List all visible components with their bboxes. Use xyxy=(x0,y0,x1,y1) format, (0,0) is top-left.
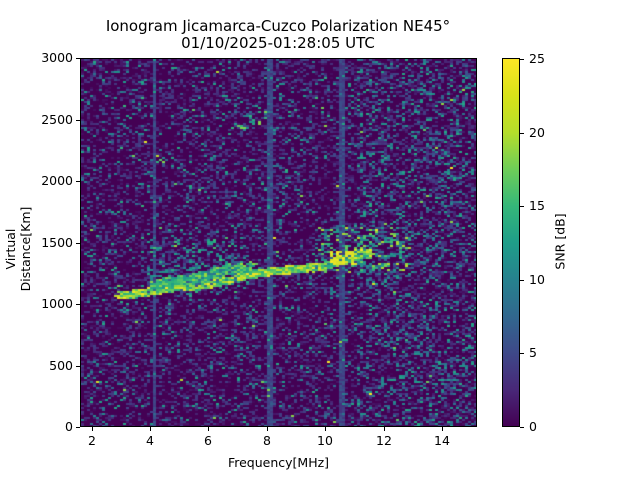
colorbar-tick-label: 10 xyxy=(529,272,545,287)
y-tick-label: 500 xyxy=(49,358,73,373)
x-tick-label: 4 xyxy=(146,433,154,448)
x-tick-mark xyxy=(92,427,93,431)
x-tick-label: 2 xyxy=(88,433,96,448)
x-tick-label: 6 xyxy=(204,433,212,448)
y-tick-label: 2000 xyxy=(41,173,73,188)
x-tick-label: 10 xyxy=(317,433,333,448)
x-tick-mark xyxy=(150,427,151,431)
y-tick-mark xyxy=(76,243,80,244)
colorbar-tick-label: 0 xyxy=(529,419,537,434)
colorbar xyxy=(502,58,520,427)
y-tick-label: 1000 xyxy=(41,296,73,311)
chart-title-line-2: 01/10/2025-01:28:05 UTC xyxy=(181,34,375,52)
heatmap-canvas xyxy=(81,59,476,426)
x-axis-title: Frequency[MHz] xyxy=(227,455,330,470)
x-tick-mark xyxy=(267,427,268,431)
y-tick-mark xyxy=(76,304,80,305)
y-tick-label: 3000 xyxy=(41,50,73,65)
chart-title-line-1: Ionogram Jicamarca-Cuzco Polarization NE… xyxy=(105,17,451,35)
colorbar-tick-label: 20 xyxy=(529,125,545,140)
colorbar-tick-mark xyxy=(520,280,524,281)
y-tick-mark xyxy=(76,120,80,121)
x-tick-mark xyxy=(442,427,443,431)
y-tick-label: 1500 xyxy=(41,235,73,250)
x-tick-mark xyxy=(208,427,209,431)
colorbar-tick-mark xyxy=(520,133,524,134)
colorbar-tick-mark xyxy=(520,59,524,60)
colorbar-tick-label: 5 xyxy=(529,345,537,360)
colorbar-tick-label: 25 xyxy=(529,51,545,66)
x-tick-mark xyxy=(325,427,326,431)
y-tick-mark xyxy=(76,181,80,182)
x-tick-mark xyxy=(384,427,385,431)
x-tick-label: 12 xyxy=(376,433,392,448)
colorbar-tick-mark xyxy=(520,353,524,354)
ionogram-heatmap xyxy=(80,58,477,427)
y-tick-mark xyxy=(76,427,80,428)
x-tick-label: 14 xyxy=(434,433,450,448)
colorbar-tick-label: 15 xyxy=(529,198,545,213)
y-tick-mark xyxy=(76,58,80,59)
y-tick-mark xyxy=(76,366,80,367)
colorbar-title: SNR [dB] xyxy=(552,213,568,270)
y-tick-label: 0 xyxy=(65,419,73,434)
colorbar-tick-mark xyxy=(520,206,524,207)
colorbar-tick-mark xyxy=(520,427,524,428)
y-tick-label: 2500 xyxy=(41,112,73,127)
x-tick-label: 8 xyxy=(263,433,271,448)
